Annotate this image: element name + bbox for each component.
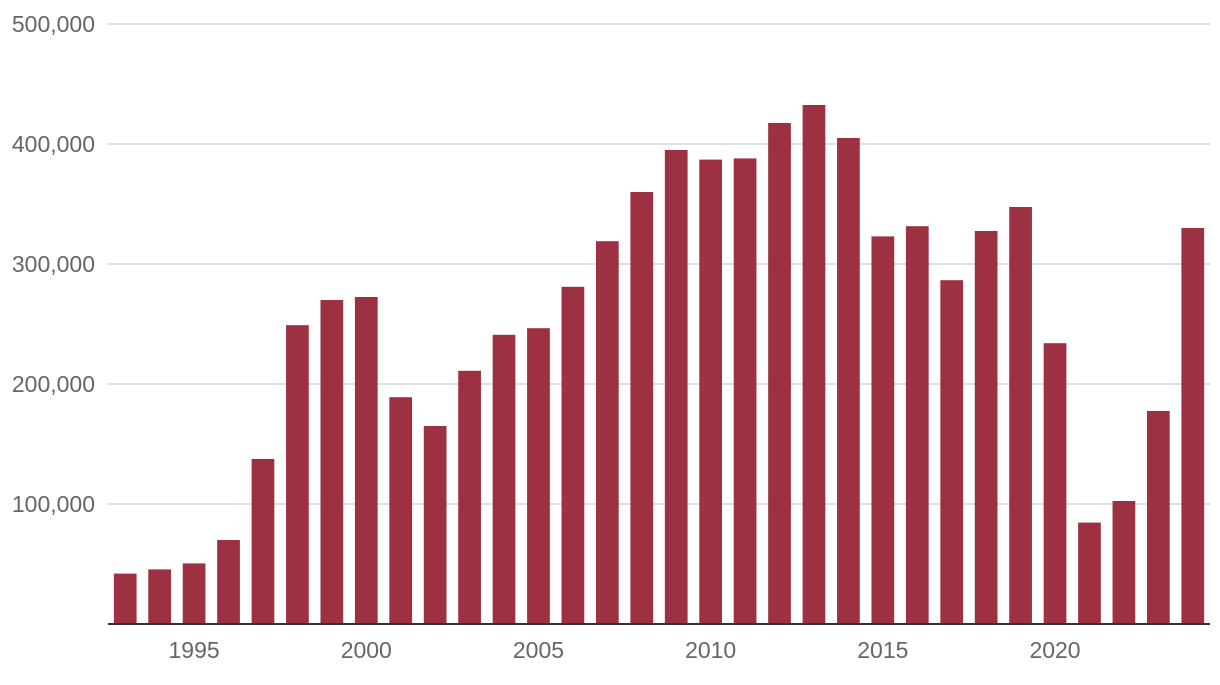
bar-1994 — [148, 569, 172, 624]
bar-2008 — [630, 192, 654, 624]
y-tick-label: 200,000 — [12, 371, 95, 397]
bar-2004 — [492, 334, 516, 624]
bar-2001 — [389, 397, 413, 624]
x-tick-label: 2020 — [1029, 637, 1080, 663]
x-tick-label: 2000 — [341, 637, 392, 663]
bar-2013 — [802, 105, 826, 624]
bar-2023 — [1146, 411, 1170, 624]
bar-2014 — [837, 138, 860, 624]
bar-2024 — [1181, 228, 1205, 624]
y-axis-ticks: 100,000 200,000 300,000 400,000 500,000 — [12, 11, 95, 517]
x-tick-label: 2005 — [513, 637, 564, 663]
y-tick-label: 300,000 — [12, 251, 95, 277]
y-tick-label: 500,000 — [12, 11, 95, 37]
bar-2022 — [1112, 501, 1136, 624]
bars — [113, 105, 1205, 624]
bar-2021 — [1078, 522, 1101, 624]
bar-2016 — [905, 226, 929, 624]
bar-2019 — [1009, 207, 1032, 624]
bar-2000 — [354, 297, 378, 624]
bar-2002 — [423, 426, 447, 624]
bar-2020 — [1043, 343, 1067, 624]
bar-1999 — [320, 300, 344, 624]
bar-1997 — [251, 459, 275, 624]
x-tick-label: 2015 — [857, 637, 908, 663]
x-axis-ticks: 1995 2000 2005 2010 2015 2020 — [169, 637, 1081, 663]
bar-2011 — [733, 158, 757, 624]
bar-1995 — [182, 563, 206, 624]
bar-2018 — [974, 231, 998, 624]
bar-1998 — [286, 325, 309, 624]
bar-2009 — [664, 150, 688, 624]
bar-2012 — [768, 123, 791, 624]
bar-2007 — [595, 241, 619, 624]
y-tick-label: 400,000 — [12, 131, 95, 157]
x-tick-label: 2010 — [685, 637, 736, 663]
x-tick-label: 1995 — [169, 637, 220, 663]
bar-2010 — [699, 159, 723, 624]
bar-2005 — [527, 328, 550, 624]
bar-2017 — [940, 280, 964, 624]
bar-1996 — [217, 540, 240, 624]
bar-2006 — [561, 286, 585, 624]
bar-2015 — [871, 236, 895, 624]
y-tick-label: 100,000 — [12, 491, 95, 517]
bar-2003 — [458, 370, 481, 624]
bar-1993 — [113, 573, 137, 624]
